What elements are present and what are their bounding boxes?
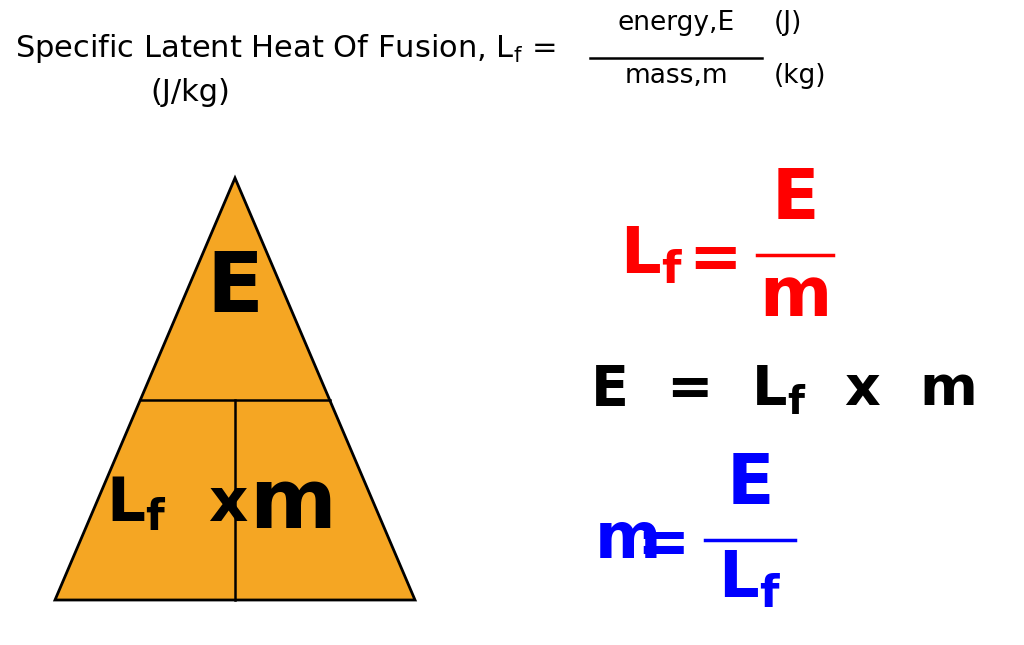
Text: E: E <box>771 166 819 233</box>
Text: (kg): (kg) <box>774 63 826 89</box>
Text: =: = <box>636 514 690 576</box>
Text: L$_\mathregular{f}$: L$_\mathregular{f}$ <box>719 548 781 610</box>
Text: =: = <box>688 229 741 291</box>
Text: (J/kg): (J/kg) <box>151 78 230 107</box>
Polygon shape <box>55 178 415 600</box>
Text: E: E <box>207 248 263 330</box>
Text: L$_\mathregular{f}$  x: L$_\mathregular{f}$ x <box>106 475 249 535</box>
Text: m: m <box>759 263 831 330</box>
Text: (J): (J) <box>774 10 803 36</box>
Text: E: E <box>726 451 774 518</box>
Text: m: m <box>249 464 336 546</box>
Text: Specific Latent Heat Of Fusion, L$_\mathregular{f}$ =: Specific Latent Heat Of Fusion, L$_\math… <box>15 32 556 65</box>
Text: m: m <box>595 509 662 571</box>
Text: E  =  L$_\mathregular{f}$  x  m: E = L$_\mathregular{f}$ x m <box>590 363 975 417</box>
Text: energy,E: energy,E <box>617 10 734 36</box>
Text: L$_\mathregular{f}$: L$_\mathregular{f}$ <box>620 224 683 286</box>
Text: mass,m: mass,m <box>625 63 728 89</box>
